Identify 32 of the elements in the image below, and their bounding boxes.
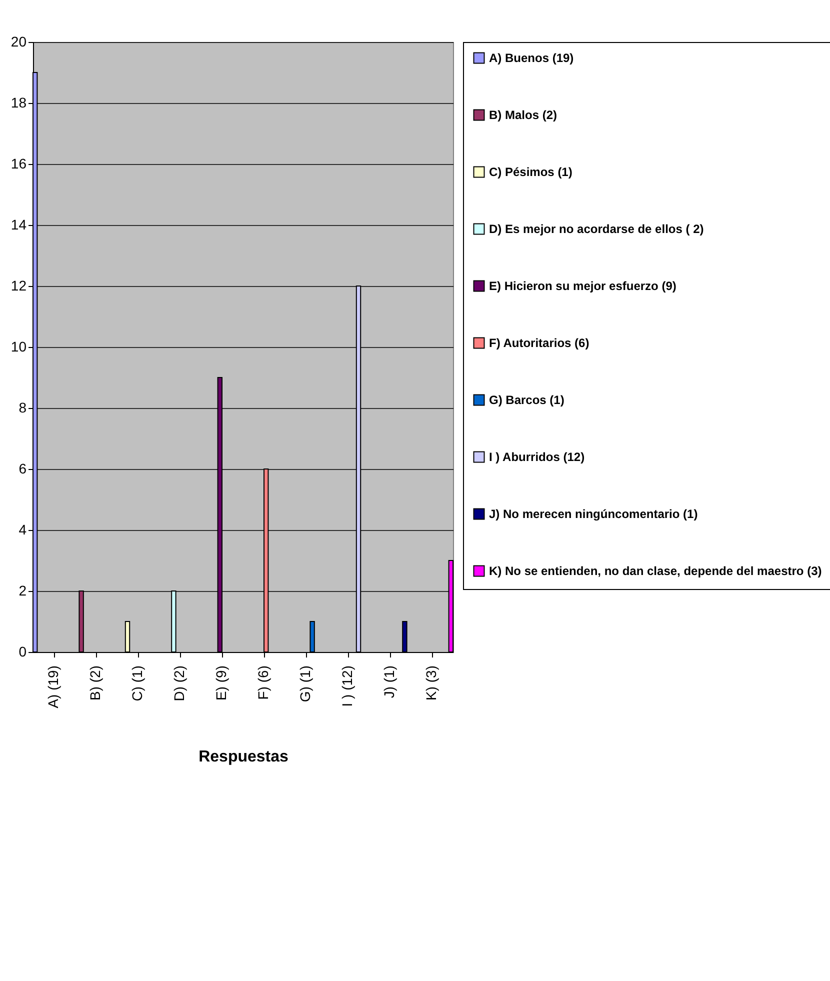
x-tick-label: E) (9) bbox=[213, 666, 229, 700]
y-tick-label: 18 bbox=[10, 94, 27, 110]
legend-label: C) Pésimos (1) bbox=[489, 165, 572, 179]
y-tick-label: 20 bbox=[10, 34, 27, 50]
legend-label: K) No se entienden, no dan clase, depende del maestro (3) bbox=[489, 564, 822, 578]
y-tick-label: 6 bbox=[18, 460, 27, 476]
y-tick-label: 16 bbox=[10, 156, 27, 172]
x-tick-label: A) (19) bbox=[45, 666, 61, 708]
x-tick-label: F) (6) bbox=[255, 666, 271, 700]
y-tick-label: 4 bbox=[18, 522, 27, 538]
legend-label: A) Buenos (19) bbox=[489, 51, 574, 65]
legend-label: F) Autoritarios (6) bbox=[489, 336, 590, 350]
x-tick-label: B) (2) bbox=[87, 666, 103, 700]
x-tick-label: G) (1) bbox=[297, 666, 313, 702]
x-tick-label: I ) (12) bbox=[339, 666, 355, 707]
y-tick-label: 2 bbox=[18, 582, 27, 598]
y-tick-label: 12 bbox=[10, 278, 27, 294]
x-axis-title: Respuestas bbox=[198, 748, 289, 766]
y-tick-label: 14 bbox=[10, 216, 27, 232]
legend-label: E) Hicieron su mejor esfuerzo (9) bbox=[489, 279, 676, 293]
x-tick-label: D) (2) bbox=[171, 666, 187, 702]
legend-label: J) No merecen ningúncomentario (1) bbox=[489, 507, 698, 521]
x-tick-label: K) (3) bbox=[423, 666, 439, 700]
y-tick-label: 10 bbox=[10, 338, 27, 354]
x-tick-label: J) (1) bbox=[381, 666, 397, 698]
y-tick-label: 0 bbox=[18, 644, 27, 660]
x-tick-label: C) (1) bbox=[129, 666, 145, 702]
legend-label: I ) Aburridos (12) bbox=[489, 450, 585, 464]
legend-label: D) Es mejor no acordarse de ellos ( 2) bbox=[489, 222, 704, 236]
y-tick-label: 8 bbox=[18, 400, 27, 416]
legend-label: B) Malos (2) bbox=[489, 108, 558, 122]
legend-label: G) Barcos (1) bbox=[489, 393, 564, 407]
